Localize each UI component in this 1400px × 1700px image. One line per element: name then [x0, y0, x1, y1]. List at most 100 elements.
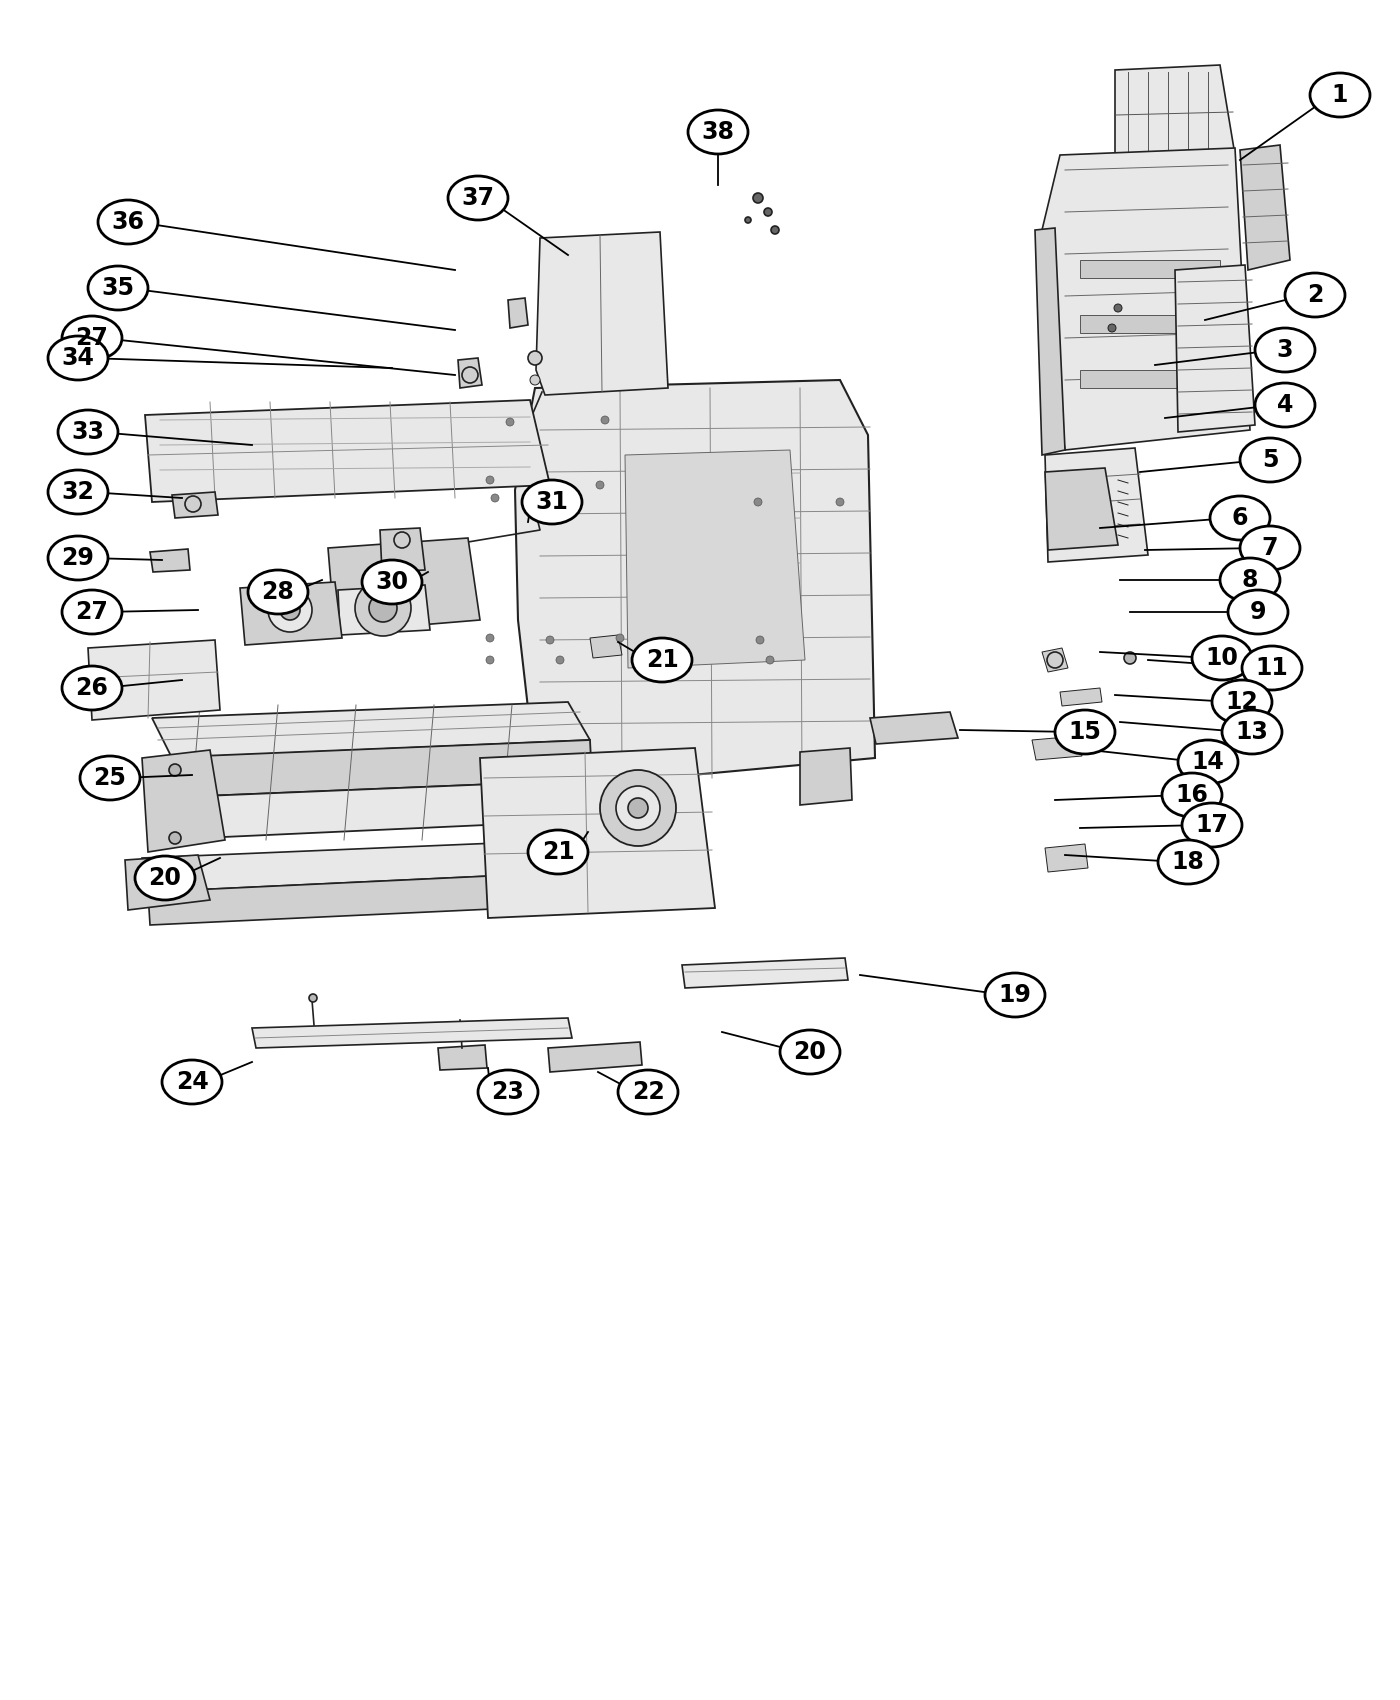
Circle shape	[540, 507, 556, 524]
Circle shape	[505, 418, 514, 427]
Circle shape	[531, 376, 540, 384]
Ellipse shape	[1219, 558, 1280, 602]
Text: 23: 23	[491, 1080, 525, 1103]
Ellipse shape	[448, 177, 508, 219]
Text: 35: 35	[101, 275, 134, 299]
Ellipse shape	[363, 559, 421, 604]
Ellipse shape	[617, 1069, 678, 1114]
Circle shape	[1107, 325, 1116, 332]
Text: 20: 20	[794, 1040, 826, 1064]
Polygon shape	[141, 750, 225, 852]
Circle shape	[616, 634, 624, 643]
Text: 15: 15	[1068, 721, 1102, 745]
Ellipse shape	[134, 857, 195, 899]
Text: 6: 6	[1232, 507, 1249, 530]
Circle shape	[629, 797, 648, 818]
Polygon shape	[589, 636, 622, 658]
Ellipse shape	[57, 410, 118, 454]
Ellipse shape	[1191, 636, 1252, 680]
Polygon shape	[536, 231, 668, 394]
Circle shape	[545, 512, 552, 518]
Text: 16: 16	[1176, 784, 1208, 808]
Text: 12: 12	[1225, 690, 1259, 714]
Polygon shape	[1114, 65, 1235, 160]
Text: 21: 21	[645, 648, 679, 672]
Polygon shape	[458, 359, 482, 388]
Circle shape	[755, 498, 762, 507]
Polygon shape	[1044, 449, 1148, 563]
Polygon shape	[1032, 736, 1082, 760]
Circle shape	[601, 770, 676, 847]
Polygon shape	[1042, 148, 1250, 450]
Ellipse shape	[1210, 496, 1270, 541]
Polygon shape	[1060, 688, 1102, 705]
Ellipse shape	[88, 265, 148, 309]
Text: 19: 19	[998, 983, 1032, 1006]
Bar	[1079, 371, 1219, 388]
Text: 9: 9	[1250, 600, 1266, 624]
Ellipse shape	[1310, 73, 1371, 117]
Circle shape	[486, 634, 494, 643]
Circle shape	[267, 588, 312, 632]
Text: 1: 1	[1331, 83, 1348, 107]
Circle shape	[1124, 653, 1135, 665]
Circle shape	[528, 350, 542, 366]
Ellipse shape	[80, 756, 140, 801]
Ellipse shape	[1182, 802, 1242, 847]
Polygon shape	[508, 298, 528, 328]
Polygon shape	[1042, 648, 1068, 672]
Circle shape	[556, 656, 564, 665]
Circle shape	[745, 218, 750, 223]
Circle shape	[462, 367, 477, 382]
Polygon shape	[547, 1042, 643, 1073]
Polygon shape	[515, 381, 875, 780]
Polygon shape	[799, 748, 853, 806]
Circle shape	[169, 831, 181, 843]
Text: 5: 5	[1261, 449, 1278, 473]
Ellipse shape	[62, 316, 122, 360]
Ellipse shape	[1254, 328, 1315, 372]
Text: 14: 14	[1191, 750, 1225, 774]
Text: 4: 4	[1277, 393, 1294, 416]
Text: 26: 26	[76, 677, 108, 700]
Polygon shape	[328, 537, 480, 632]
Circle shape	[157, 876, 167, 886]
Circle shape	[756, 636, 764, 644]
Text: 29: 29	[62, 546, 94, 570]
Ellipse shape	[1162, 774, 1222, 818]
Circle shape	[486, 476, 494, 484]
Text: 34: 34	[62, 347, 94, 371]
Polygon shape	[1240, 144, 1289, 270]
Ellipse shape	[1240, 439, 1301, 483]
Text: 38: 38	[701, 121, 735, 144]
Circle shape	[753, 194, 763, 202]
Text: 22: 22	[631, 1080, 665, 1103]
Circle shape	[356, 580, 412, 636]
Ellipse shape	[1242, 646, 1302, 690]
Polygon shape	[125, 855, 210, 910]
Text: 27: 27	[76, 326, 108, 350]
Polygon shape	[88, 639, 220, 721]
Circle shape	[169, 763, 181, 775]
Text: 31: 31	[536, 490, 568, 513]
Polygon shape	[252, 1018, 573, 1047]
Text: 25: 25	[94, 767, 126, 791]
Ellipse shape	[522, 479, 582, 524]
Ellipse shape	[687, 110, 748, 155]
Polygon shape	[1175, 265, 1254, 432]
Circle shape	[766, 656, 774, 665]
Text: 10: 10	[1205, 646, 1239, 670]
Polygon shape	[869, 712, 958, 745]
Polygon shape	[1044, 843, 1088, 872]
Text: 32: 32	[62, 479, 94, 503]
Ellipse shape	[248, 570, 308, 614]
Text: 13: 13	[1236, 721, 1268, 745]
Ellipse shape	[528, 830, 588, 874]
Ellipse shape	[1240, 525, 1301, 570]
Text: 37: 37	[462, 185, 494, 211]
Polygon shape	[1035, 228, 1065, 456]
Ellipse shape	[48, 337, 108, 381]
Ellipse shape	[62, 666, 122, 711]
Polygon shape	[172, 491, 218, 518]
Ellipse shape	[1212, 680, 1273, 724]
